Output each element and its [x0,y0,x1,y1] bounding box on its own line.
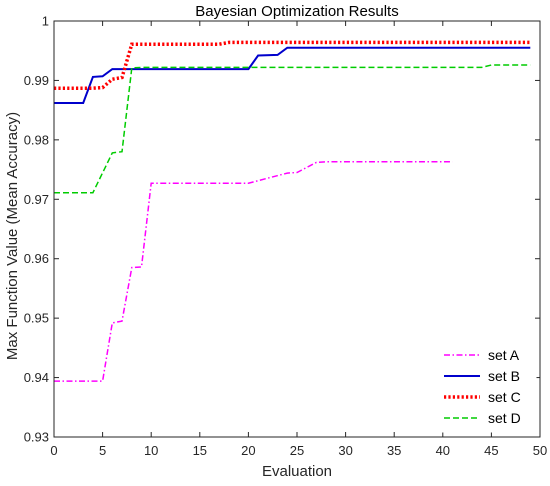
y-tick-label: 0.97 [24,192,49,207]
x-tick-label: 35 [387,443,401,458]
legend: set A set B set C set D [435,341,537,433]
legend-label: set A [488,347,520,363]
y-tick-label: 0.95 [24,311,49,326]
series-line-set-d [54,64,531,194]
legend-label: set D [488,410,521,426]
y-tick-label: 0.98 [24,132,49,147]
x-tick-label: 30 [338,443,352,458]
x-axis-label: Evaluation [262,463,332,480]
y-axis-label: Max Function Value (Mean Accuracy) [4,112,21,360]
y-tick-label: 1 [42,14,49,29]
x-tick-label: 40 [436,443,450,458]
x-tick-label: 0 [50,443,57,458]
legend-box [435,341,537,433]
x-tick-label: 15 [193,443,207,458]
y-tick-label: 0.94 [24,370,49,385]
series-line-set-a [54,161,453,382]
y-tick-label: 0.99 [24,73,49,88]
chart-title: Bayesian Optimization Results [195,3,398,20]
plot-area: 0 5 10 15 20 25 30 35 40 45 50 0.93 0.94 0.95 0.96 0.97… [24,14,548,459]
x-tick-label: 10 [144,443,158,458]
x-tick-label: 45 [484,443,498,458]
series-line-set-c [54,40,531,90]
x-tick-label: 50 [533,443,547,458]
legend-label: set B [488,368,520,384]
legend-label: set C [488,389,521,405]
x-tick-label: 25 [290,443,304,458]
y-tick-label: 0.96 [24,251,49,266]
x-tick-label: 5 [99,443,106,458]
x-tick-label: 20 [241,443,255,458]
y-tick-label: 0.93 [24,430,49,445]
